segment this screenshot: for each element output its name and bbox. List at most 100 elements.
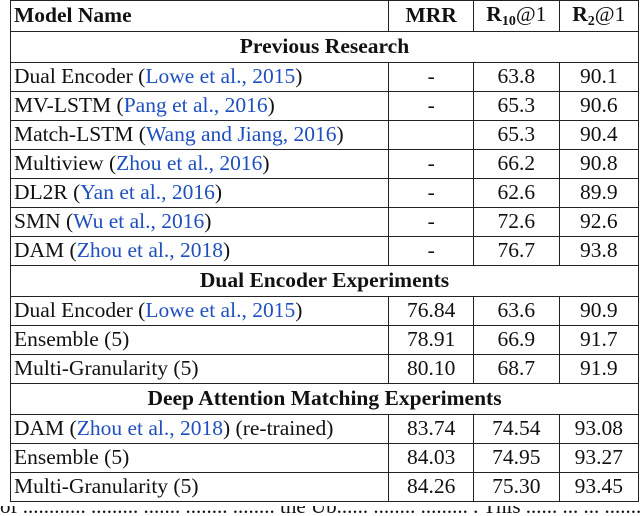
model-name: Dual Encoder ( xyxy=(14,298,146,323)
r10-cell-best: 76.7 xyxy=(473,236,560,266)
table-row: DAM (Zhou et al., 2018) (re-trained) 83.… xyxy=(9,414,640,444)
citation-link[interactable]: Lowe et al., 2015 xyxy=(145,64,296,89)
mrr-cell: - xyxy=(388,178,475,208)
header-model-name: Model Name xyxy=(9,0,390,32)
citation-link[interactable]: Pang et al., 2016 xyxy=(123,93,268,118)
model-name-cell: Ensemble (5) xyxy=(9,325,390,355)
model-name: DL2R ( xyxy=(14,180,81,205)
mrr-cell xyxy=(388,120,475,150)
model-name-cell: SMN (Wu et al., 2016) xyxy=(9,207,390,237)
model-name-suffix: ) xyxy=(214,180,223,205)
caption-text: of ............ ......... ....... ......… xyxy=(0,506,640,516)
table-row: Dual Encoder (Lowe et al., 2015) 76.84 6… xyxy=(9,296,640,326)
model-name: Dual Encoder ( xyxy=(14,64,146,89)
r10-cell: 63.6 xyxy=(473,296,560,326)
r10-cell: 74.95 xyxy=(473,443,560,473)
mrr-cell: 76.84 xyxy=(388,296,475,326)
model-name: Match-LSTM ( xyxy=(14,122,146,147)
model-name-cell: Multi-Granularity (5) xyxy=(9,354,390,384)
mrr-cell: - xyxy=(388,207,475,237)
model-name-suffix: ) xyxy=(267,93,275,118)
mrr-cell: - xyxy=(388,149,475,179)
mrr-cell: 83.74 xyxy=(388,414,475,444)
table-row: Multi-Granularity (5) 84.26 75.30 93.45 xyxy=(9,472,640,502)
citation-link[interactable]: Yan et al., 2016 xyxy=(80,180,215,205)
r2-cell: 92.6 xyxy=(558,207,640,237)
model-name-suffix: ) xyxy=(204,209,212,234)
r2-cell: 91.7 xyxy=(558,325,640,355)
model-name-suffix: ) xyxy=(336,122,344,147)
r2-cell: 93.27 xyxy=(558,443,640,473)
table-row: MV-LSTM (Pang et al., 2016) - 65.3 90.6 xyxy=(9,91,640,121)
section-header-previous-research: Previous Research xyxy=(10,31,639,63)
section-title: Previous Research xyxy=(10,31,639,63)
section-title: Dual Encoder Experiments xyxy=(10,265,639,297)
table-row: DAM (Zhou et al., 2018) - 76.7 93.8 xyxy=(9,236,640,266)
model-name: DAM ( xyxy=(14,238,77,263)
r2-cell: 89.9 xyxy=(558,178,640,208)
model-name-cell: Multi-Granularity (5) xyxy=(9,472,390,502)
r2-cell: 90.8 xyxy=(558,149,640,179)
section-title: Deep Attention Matching Experiments xyxy=(10,383,639,415)
r2-cell-best: 91.9 xyxy=(558,354,640,384)
header-r10-prefix: R xyxy=(486,1,502,26)
model-name: Ensemble (5) xyxy=(14,327,130,352)
mrr-cell: - xyxy=(388,62,475,92)
citation-link[interactable]: Zhou et al., 2016 xyxy=(116,151,263,176)
model-name: Multi-Granularity (5) xyxy=(14,356,199,381)
model-name-cell: Dual Encoder (Lowe et al., 2015) xyxy=(9,296,390,326)
table-row: Ensemble (5) 84.03 74.95 93.27 xyxy=(9,443,640,473)
table-row: Match-LSTM (Wang and Jiang, 2016) 65.3 9… xyxy=(9,120,640,150)
model-name-cell: MV-LSTM (Pang et al., 2016) xyxy=(9,91,390,121)
citation-link[interactable]: Zhou et al., 2018 xyxy=(76,238,224,263)
r10-cell: 74.54 xyxy=(473,414,560,444)
r10-cell-best: 75.30 xyxy=(473,472,560,502)
mrr-cell: - xyxy=(388,91,475,121)
section-header-deep-attention-matching: Deep Attention Matching Experiments xyxy=(10,383,639,415)
model-name: Multiview ( xyxy=(14,151,117,176)
model-name-suffix: ) xyxy=(295,64,303,89)
mrr-cell: 78.91 xyxy=(388,325,475,355)
table-row: Multi-Granularity (5) 80.10 68.7 91.9 xyxy=(9,354,640,384)
citation-link[interactable]: Wu et al., 2016 xyxy=(73,209,205,234)
header-r2-suffix: @1 xyxy=(594,1,626,26)
r10-cell: 72.6 xyxy=(473,207,560,237)
r10-cell: 66.9 xyxy=(473,325,560,355)
r2-cell: 93.08 xyxy=(558,414,640,444)
mrr-cell: 84.03 xyxy=(388,443,475,473)
header-r2-prefix: R xyxy=(572,1,588,26)
table-row: Multiview (Zhou et al., 2016) - 66.2 90.… xyxy=(9,149,640,179)
model-name-cell: DAM (Zhou et al., 2018) (re-trained) xyxy=(9,414,390,444)
header-r10-at-1: R10@1 xyxy=(473,0,560,32)
r2-cell: 90.4 xyxy=(558,120,640,150)
r2-cell-best: 93.8 xyxy=(558,236,640,266)
model-name-cell: Dual Encoder (Lowe et al., 2015) xyxy=(9,62,390,92)
model-name-cell: DAM (Zhou et al., 2018) xyxy=(9,236,390,266)
header-mrr: MRR xyxy=(388,0,475,32)
mrr-cell: - xyxy=(388,236,475,266)
r2-cell: 90.6 xyxy=(558,91,640,121)
header-r10-suffix: @1 xyxy=(515,1,547,26)
table-header-row: Model Name MRR R10@1 R2@1 xyxy=(9,0,640,32)
table-row: Dual Encoder (Lowe et al., 2015) - 63.8 … xyxy=(9,62,640,92)
results-table: Model Name MRR R10@1 R2@1 Previous Resea… xyxy=(9,0,640,502)
citation-link[interactable]: Lowe et al., 2015 xyxy=(145,298,296,323)
r2-cell-best: 93.45 xyxy=(558,472,640,502)
table-row: SMN (Wu et al., 2016) - 72.6 92.6 xyxy=(9,207,640,237)
model-name: SMN ( xyxy=(14,209,74,234)
r10-cell: 65.3 xyxy=(473,91,560,121)
table-row: DL2R (Yan et al., 2016) - 62.6 89.9 xyxy=(9,178,640,208)
r10-cell: 65.3 xyxy=(473,120,560,150)
model-name-suffix: ) xyxy=(295,298,303,323)
header-r2-subscript: 2 xyxy=(587,13,595,29)
mrr-cell-best: 80.10 xyxy=(388,354,475,384)
mrr-cell-best: 84.26 xyxy=(388,472,475,502)
model-name-cell: DL2R (Yan et al., 2016) xyxy=(9,178,390,208)
r2-cell: 90.1 xyxy=(558,62,640,92)
citation-link[interactable]: Zhou et al., 2018 xyxy=(76,416,224,441)
caption-fragment: of ............ ......... ....... ......… xyxy=(0,506,640,516)
model-name-cell: Multiview (Zhou et al., 2016) xyxy=(9,149,390,179)
section-header-dual-encoder: Dual Encoder Experiments xyxy=(10,265,639,297)
citation-link[interactable]: Wang and Jiang, 2016 xyxy=(145,122,337,147)
model-name: Ensemble (5) xyxy=(14,445,130,470)
